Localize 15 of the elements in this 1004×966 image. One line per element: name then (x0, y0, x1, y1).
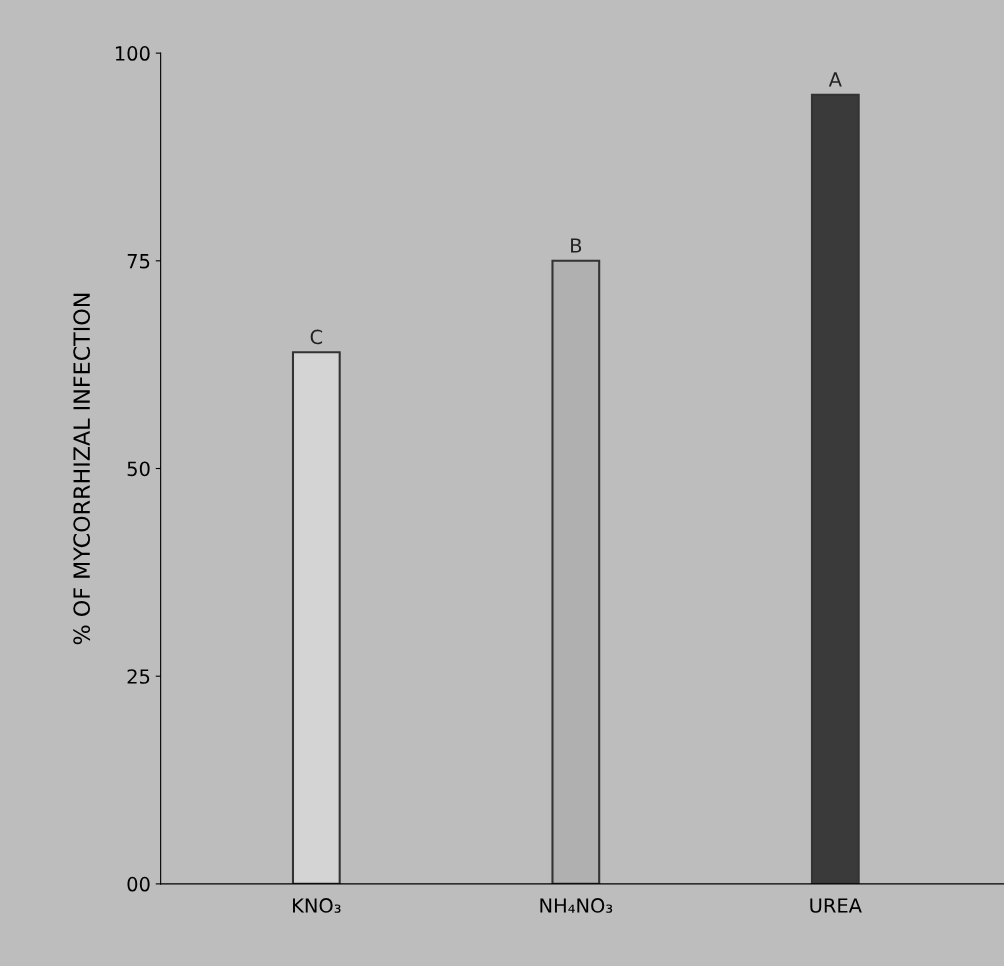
x-tick-label: KNO₃ (293, 898, 341, 913)
data-label: A (828, 72, 842, 87)
bar (551, 259, 601, 884)
y-tick-label: 100 (115, 46, 150, 61)
x-tick-label: UREA (810, 898, 862, 913)
data-label: C (310, 329, 323, 345)
bar (291, 351, 341, 884)
y-tick-label: 00 (127, 876, 150, 892)
x-tick-label: NH₄NO₃ (540, 898, 613, 913)
y-tick-label: 50 (127, 461, 150, 477)
bar (810, 93, 860, 884)
y-tick-label: 75 (127, 254, 150, 269)
y-axis-title: % OF MYCORRHIZAL INFECTION (73, 293, 91, 645)
data-label: B (571, 238, 582, 253)
y-tick-label: 25 (127, 669, 150, 684)
